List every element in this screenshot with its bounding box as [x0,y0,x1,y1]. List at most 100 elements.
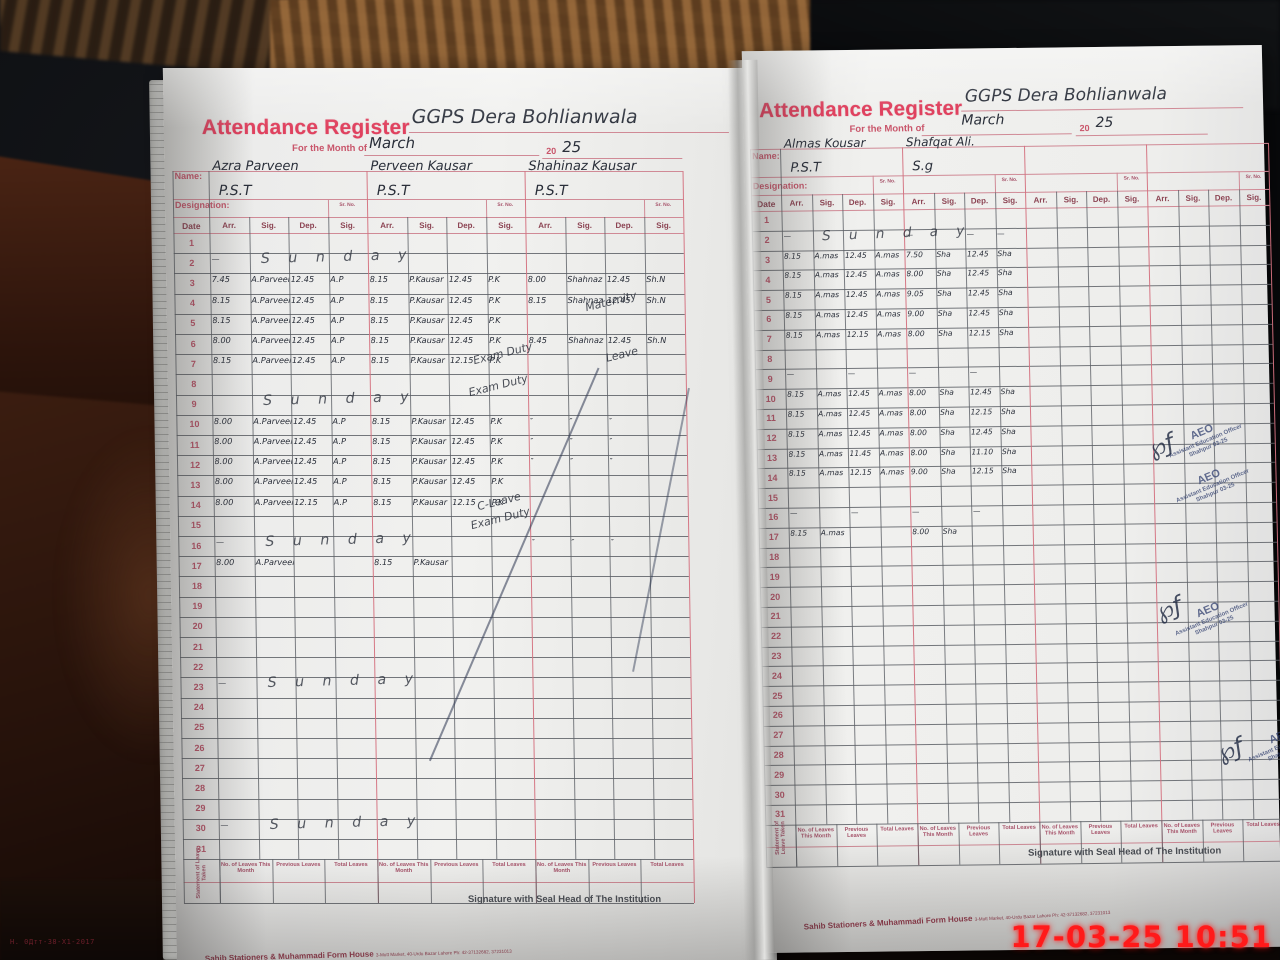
entry-d14-c5: 8.15 [373,496,392,507]
publisher-name-left: Sahib Stationers & Muhammadi Form House [204,949,374,960]
entry-d3-c8: P.K [488,274,501,285]
entry-d3-c5: 7.50 [905,249,923,259]
leave-col-4-3: Total Leaves [1246,821,1280,828]
col-header-2-arr: Arr. [911,197,926,207]
entry-d5-c2: A.mas [815,290,840,300]
entry-d3-c7: 12.45 [966,248,989,259]
row-number-12: 12 [766,433,777,444]
row-number-10: 10 [765,393,776,404]
row-number-22: 22 [193,661,204,672]
entry-d3-c4: A.mas [875,249,900,260]
entry-d10-c6: P.Kausar [411,415,446,426]
row-number-24: 24 [771,670,783,681]
leave-col-3-3: Total Leaves [650,862,684,869]
right-row-numbers: 1 2 3 4 5 6 7 8 9 10 11 12 13 14 15 16 17 18 19 20 21 22 23 24 2… [742,45,1262,819]
entry-d12-c3: 12.45 [293,456,318,467]
row-rule-22 [761,640,1280,648]
entry-d6-c6: Sha [937,308,953,318]
school-underline-right [961,107,1244,112]
row-number-16: 16 [768,512,779,523]
col-header-3-sig: Sig. [1124,194,1140,204]
entry-d13-c3: 11.45 [849,448,872,458]
month-underline-left [364,155,540,157]
entry-d12-c5: 8.00 [909,427,927,438]
col-header-2-dep: Dep. [457,221,475,231]
entry-d30-c1: — [220,819,229,830]
month-label-right: For the Month of [849,123,925,135]
signature-line-left: Signature with Seal Head of The Institut… [467,893,662,905]
entry-d11-c2: A.Parveen [253,436,292,447]
entry-d4-c9: 8.15 [527,294,547,305]
entry-d14-c5: 9.00 [910,467,928,477]
row-number-11: 11 [189,439,200,450]
teacher-designation-3: P.S.T [534,183,568,200]
entry-d2-c1: — [211,254,220,265]
row-number-9: 9 [191,399,197,410]
col-header-2-arr: Arr. [380,221,395,231]
entry-d10-c11: ″ [608,415,613,426]
row-number-28: 28 [195,782,206,793]
publisher-left: Sahib Stationers & Muhammadi Form House … [205,946,512,960]
entry-d14-c7: 12.15 [971,466,994,476]
entry-d10-c1: 8.00 [213,415,233,426]
row-number-20: 20 [770,591,781,602]
entry-d12-c4: A.P [332,456,347,467]
entry-d5-c5: 8.15 [370,314,389,325]
entry-d11-c1: 8.15 [787,409,805,419]
right-entries: — — — — 8.15 A.mas 12.45 A.mas 7.50 Sha 12.45 Sha 8.… [742,45,1262,537]
leave-col-3-1: No. of Leaves This Month [1041,823,1079,837]
row-number-1: 1 [188,237,195,248]
entry-d11-c11: ″ [609,436,613,447]
register-page-left: Attendance Register GGPS Dera Bohlianwal… [162,68,778,960]
entry-d13-c2: A.Parveen [254,476,292,487]
entry-d11-c3: 12.45 [848,408,871,418]
entry-d10-c2: A.Parveen [253,415,291,426]
col-header-3-dep: Dep. [1092,194,1111,205]
entry-d13-c4: A.P [333,476,347,487]
col-header-4-arr: Arr. [1155,194,1170,204]
sr-no-label-3: Sr. No. [1123,175,1140,182]
entry-d17-c5: 8.00 [912,526,930,537]
col-header-4-sig: Sig. [1246,192,1262,203]
entry-d4-c8: P.K [488,294,501,305]
entry-d5-c7: 12.45 [449,314,473,325]
entry-d12-c9: ″ [530,456,534,467]
entry-d10-c8: P.K [490,415,503,426]
entry-d12-c1: 8.15 [787,429,805,439]
entry-d3-c3: 12.45 [844,250,867,260]
entry-d4-c6: Sha [936,269,952,279]
entry-d7-c2: A.Parveen [252,355,291,366]
leave-col-3-3: Total Leaves [1124,823,1158,830]
year-underline-right [1075,133,1208,137]
entry-d7-c6: Sha [938,328,953,338]
header-rule-1 [172,199,683,201]
entry-d3-c8: Sha [997,248,1012,258]
entry-d11-c1: 8.00 [214,436,233,447]
row-rule-25 [762,699,1280,708]
entry-d16-c10: ″ [571,536,575,547]
sunday-marker-2: S u n d a y [260,247,415,268]
col-header-1-sig: Sig. [819,198,835,208]
col-header-1-dep: Dep. [299,221,317,231]
leave-group-divider-3 [693,859,696,904]
row-number-13: 13 [766,452,778,463]
entry-d12-c5: 8.15 [372,456,391,467]
entry-d9-c1: — [786,370,795,380]
entry-d10-c9: ″ [529,415,534,426]
leave-col-2-2: Previous Leaves [434,862,479,869]
entry-d11-c2: A.mas [817,409,842,419]
row-number-17: 17 [191,560,202,571]
entry-d6-c3: 12.45 [291,335,316,346]
entry-d6-c3: 12.45 [846,309,869,320]
month-value-right: March [961,112,1005,129]
entry-d4-c2: A.mas [814,270,839,280]
entry-d14-c4: A.P [333,496,348,507]
footer-mid-rule [183,882,694,884]
row-number-13: 13 [190,480,201,491]
entry-d6-c1: 8.00 [212,335,231,346]
row-number-17: 17 [768,532,779,543]
col-header-date: Date [182,221,201,232]
entry-d10-c3: 12.45 [847,388,870,399]
row-number-29: 29 [195,803,206,814]
